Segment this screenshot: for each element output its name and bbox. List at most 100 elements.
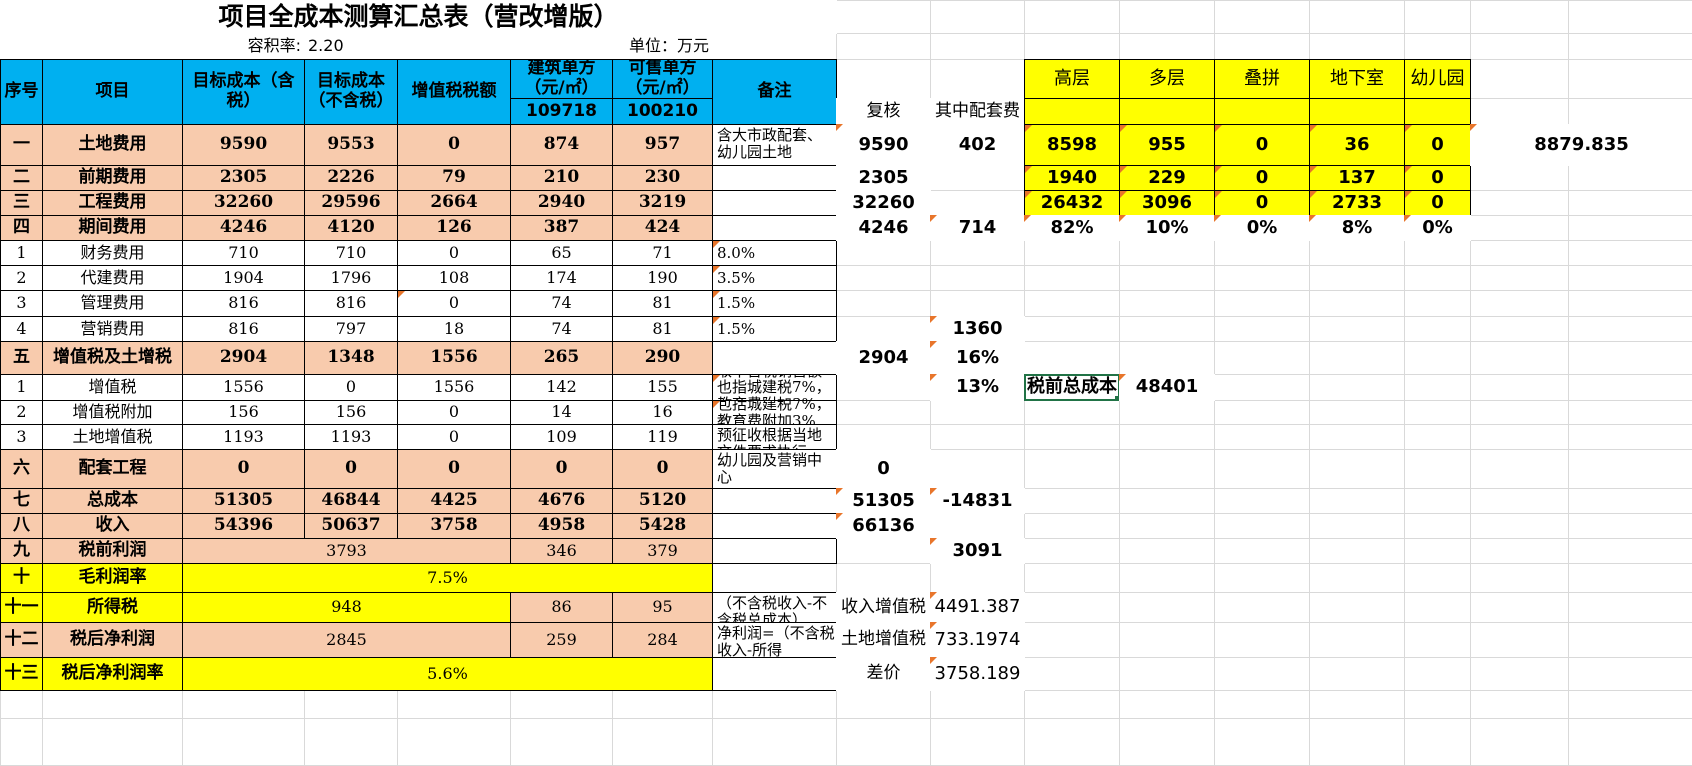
row-merged[interactable]: 948 <box>182 592 511 623</box>
row-note[interactable]: 幼儿园及营销中心 <box>712 449 837 489</box>
row-target-notax[interactable]: 797 <box>304 316 398 342</box>
row-sell-unit[interactable]: 119 <box>612 424 713 450</box>
row-note[interactable] <box>712 538 837 564</box>
row-sell-unit[interactable]: 3219 <box>612 190 713 216</box>
type-blank[interactable] <box>1214 98 1310 125</box>
row-seq[interactable]: 十 <box>0 563 43 593</box>
check-value[interactable]: 2305 <box>836 165 931 191</box>
type-eng[interactable]: 0 <box>1404 190 1471 216</box>
row-seq[interactable]: 四 <box>0 215 43 241</box>
pretax-value[interactable]: 48401 <box>1119 374 1215 401</box>
row-seq[interactable]: 十一 <box>0 592 43 623</box>
row-build-unit[interactable]: 387 <box>510 215 613 241</box>
row-target-notax[interactable]: 710 <box>304 240 398 266</box>
row-name[interactable]: 税后净利润 <box>42 622 183 658</box>
value-3091[interactable]: 3091 <box>930 538 1025 564</box>
row-sell-unit[interactable]: 81 <box>612 290 713 317</box>
type-pre[interactable]: 137 <box>1309 165 1405 191</box>
row-note[interactable] <box>712 488 837 514</box>
row-vat[interactable]: 108 <box>397 265 511 291</box>
row-target-notax[interactable]: 29596 <box>304 190 398 216</box>
row-build-unit[interactable]: 4676 <box>510 488 613 514</box>
header-item[interactable]: 项目 <box>42 59 183 125</box>
row-name[interactable]: 增值税 <box>42 374 183 401</box>
row-target-notax[interactable]: 156 <box>304 400 398 425</box>
type-land[interactable]: 0 <box>1404 124 1471 166</box>
row-seq[interactable]: 九 <box>0 538 43 564</box>
type-eng[interactable]: 3096 <box>1119 190 1215 216</box>
row-target-notax[interactable]: 816 <box>304 290 398 317</box>
header-sell-area[interactable]: 100210 <box>612 98 713 125</box>
row-note[interactable]: 预征收根据当地文件要求执行 <box>712 424 837 450</box>
row-seq[interactable]: 1 <box>0 374 43 401</box>
row-note[interactable]: 净利润=（不含税收入-所得 <box>712 622 837 658</box>
type-blank[interactable] <box>1404 98 1471 125</box>
row-target-notax[interactable]: 0 <box>304 374 398 401</box>
row-target-tax[interactable]: 2305 <box>182 165 305 191</box>
row-vat[interactable]: 0 <box>397 424 511 450</box>
row-vat[interactable]: 126 <box>397 215 511 241</box>
row-target-notax[interactable]: 1348 <box>304 341 398 375</box>
row-target-notax[interactable]: 50637 <box>304 513 398 539</box>
row-seq[interactable]: 十二 <box>0 622 43 658</box>
row-name[interactable]: 期间费用 <box>42 215 183 241</box>
row-name[interactable]: 毛利润率 <box>42 563 183 593</box>
row-name[interactable]: 税前利润 <box>42 538 183 564</box>
rev-vat-label[interactable]: 收入增值税 <box>836 592 931 623</box>
row-build-unit[interactable]: 74 <box>510 290 613 317</box>
check-label[interactable]: 复核 <box>836 98 931 125</box>
row-name[interactable]: 营销费用 <box>42 316 183 342</box>
row-name[interactable]: 增值税附加 <box>42 400 183 425</box>
row-target-notax[interactable]: 9553 <box>304 124 398 166</box>
row-vat[interactable]: 1556 <box>397 374 511 401</box>
row-merged[interactable]: 2845 <box>182 622 511 658</box>
row-note[interactable]: 含大市政配套、幼儿园土地 <box>712 124 837 166</box>
row-merged[interactable]: 3793 <box>182 538 511 564</box>
row-vat[interactable]: 0 <box>397 124 511 166</box>
diff-value[interactable]: 3758.189 <box>930 657 1025 691</box>
header-target-notax[interactable]: 目标成本（不含税） <box>304 59 398 125</box>
type-pre[interactable]: 0 <box>1214 165 1310 191</box>
row-name[interactable]: 增值税及土增税 <box>42 341 183 375</box>
type-eng[interactable]: 2733 <box>1309 190 1405 216</box>
support-label[interactable]: 其中配套费 <box>930 98 1025 125</box>
row-target-tax[interactable]: 816 <box>182 290 305 317</box>
row-sell-unit[interactable]: 379 <box>612 538 713 564</box>
row-note[interactable] <box>712 513 837 539</box>
support-period[interactable]: 714 <box>930 215 1025 241</box>
type-pre[interactable]: 0 <box>1404 165 1471 191</box>
row-build-unit[interactable]: 210 <box>510 165 613 191</box>
row-name[interactable]: 税后净利润率 <box>42 657 183 691</box>
type-header[interactable]: 多层 <box>1119 59 1215 99</box>
row-target-tax[interactable]: 9590 <box>182 124 305 166</box>
row-seq[interactable]: 一 <box>0 124 43 166</box>
row-seq[interactable]: 七 <box>0 488 43 514</box>
check-value[interactable]: 32260 <box>836 190 931 216</box>
row-name[interactable]: 土地增值税 <box>42 424 183 450</box>
land-vat-value[interactable]: 733.1974 <box>930 622 1025 658</box>
row-seq[interactable]: 五 <box>0 341 43 375</box>
value-13pct[interactable]: 13% <box>930 374 1025 401</box>
support-land[interactable]: 402 <box>930 124 1025 166</box>
row-merged[interactable]: 7.5% <box>182 563 713 593</box>
row-note[interactable] <box>712 657 837 691</box>
row-name[interactable]: 财务费用 <box>42 240 183 266</box>
type-blank[interactable] <box>1024 98 1120 125</box>
row-name[interactable]: 工程费用 <box>42 190 183 216</box>
type-pre[interactable]: 229 <box>1119 165 1215 191</box>
row-target-tax[interactable]: 32260 <box>182 190 305 216</box>
row-seq[interactable]: 3 <box>0 290 43 317</box>
row-vat[interactable]: 0 <box>397 449 511 489</box>
row-build-unit[interactable]: 142 <box>510 374 613 401</box>
row-note[interactable] <box>712 190 837 216</box>
type-pct[interactable]: 82% <box>1024 215 1120 241</box>
row-build-unit[interactable]: 346 <box>510 538 613 564</box>
row-name[interactable]: 代建费用 <box>42 265 183 291</box>
header-sell-unit[interactable]: 可售单方（元/㎡） <box>612 59 713 99</box>
row-note[interactable] <box>712 341 837 375</box>
type-header[interactable]: 地下室 <box>1309 59 1405 99</box>
type-pct[interactable]: 8% <box>1309 215 1405 241</box>
value-51305[interactable]: 51305 <box>836 488 931 514</box>
diff-label[interactable]: 差价 <box>836 657 931 691</box>
